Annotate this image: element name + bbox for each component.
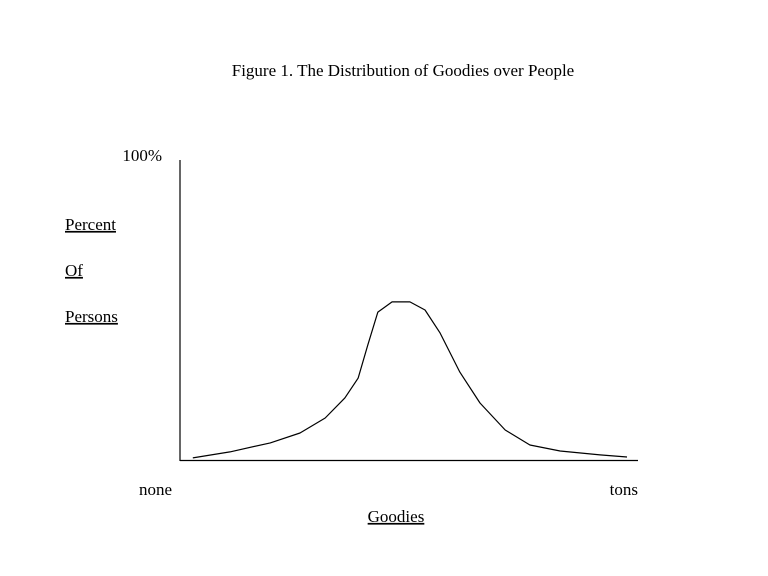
y-tick-label: 100%	[122, 146, 162, 165]
x-tick-label: none	[139, 480, 172, 499]
x-tick-label: tons	[610, 480, 638, 499]
y-axis-label: Percent	[65, 215, 116, 234]
curve	[192, 301, 628, 459]
x-axis-label: Goodies	[368, 507, 425, 526]
chart-title: Figure 1. The Distribution of Goodies ov…	[232, 61, 574, 80]
y-axis-label: Of	[65, 261, 83, 280]
y-axis-label: Persons	[65, 307, 118, 326]
